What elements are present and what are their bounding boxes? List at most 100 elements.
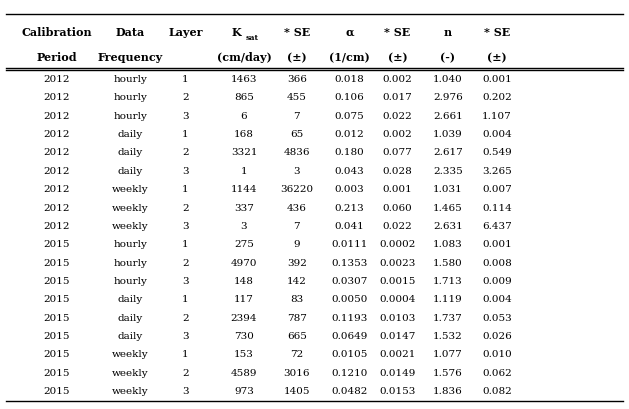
Text: 0.0111: 0.0111 <box>331 240 368 249</box>
Text: 1144: 1144 <box>231 185 257 194</box>
Text: 1.713: 1.713 <box>433 277 463 286</box>
Text: 3321: 3321 <box>231 148 257 157</box>
Text: 2.617: 2.617 <box>433 148 463 157</box>
Text: 1463: 1463 <box>231 75 257 84</box>
Text: 2012: 2012 <box>43 148 70 157</box>
Text: 1405: 1405 <box>284 387 310 396</box>
Text: 0.0105: 0.0105 <box>331 351 368 360</box>
Text: weekly: weekly <box>112 204 148 213</box>
Text: 3: 3 <box>182 112 189 121</box>
Text: * SE: * SE <box>284 27 310 38</box>
Text: n: n <box>444 27 452 38</box>
Text: 0.0649: 0.0649 <box>331 332 368 341</box>
Text: 0.001: 0.001 <box>482 240 512 249</box>
Text: 0.0004: 0.0004 <box>379 295 416 304</box>
Text: 3: 3 <box>182 277 189 286</box>
Text: 0.026: 0.026 <box>482 332 512 341</box>
Text: hourly: hourly <box>113 258 147 267</box>
Text: 2012: 2012 <box>43 75 70 84</box>
Text: 1.737: 1.737 <box>433 314 463 323</box>
Text: 2015: 2015 <box>43 332 70 341</box>
Text: 455: 455 <box>287 93 307 102</box>
Text: 2012: 2012 <box>43 130 70 139</box>
Text: 973: 973 <box>234 387 254 396</box>
Text: 4970: 4970 <box>231 258 257 267</box>
Text: weekly: weekly <box>112 369 148 378</box>
Text: 153: 153 <box>234 351 254 360</box>
Text: 2.335: 2.335 <box>433 167 463 176</box>
Text: 0.0153: 0.0153 <box>379 387 416 396</box>
Text: 0.1353: 0.1353 <box>331 258 368 267</box>
Text: 0.002: 0.002 <box>382 75 413 84</box>
Text: 2: 2 <box>182 204 189 213</box>
Text: 3: 3 <box>182 332 189 341</box>
Text: (±): (±) <box>487 52 507 63</box>
Text: weekly: weekly <box>112 185 148 194</box>
Text: hourly: hourly <box>113 240 147 249</box>
Text: 1.107: 1.107 <box>482 112 512 121</box>
Text: 1: 1 <box>182 240 189 249</box>
Text: 0.213: 0.213 <box>335 204 365 213</box>
Text: 2015: 2015 <box>43 240 70 249</box>
Text: 6.437: 6.437 <box>482 222 512 231</box>
Text: 0.1193: 0.1193 <box>331 314 368 323</box>
Text: 72: 72 <box>290 351 304 360</box>
Text: 1: 1 <box>182 75 189 84</box>
Text: 1.836: 1.836 <box>433 387 463 396</box>
Text: 1.031: 1.031 <box>433 185 463 194</box>
Text: 2015: 2015 <box>43 351 70 360</box>
Text: 7: 7 <box>294 222 300 231</box>
Text: 0.001: 0.001 <box>382 185 413 194</box>
Text: 337: 337 <box>234 204 254 213</box>
Text: 2: 2 <box>182 314 189 323</box>
Text: 0.060: 0.060 <box>382 204 413 213</box>
Text: 0.0149: 0.0149 <box>379 369 416 378</box>
Text: 0.0103: 0.0103 <box>379 314 416 323</box>
Text: 2012: 2012 <box>43 185 70 194</box>
Text: 865: 865 <box>234 93 254 102</box>
Text: 3016: 3016 <box>284 369 310 378</box>
Text: 1.532: 1.532 <box>433 332 463 341</box>
Text: weekly: weekly <box>112 387 148 396</box>
Text: 0.0050: 0.0050 <box>331 295 368 304</box>
Text: 2012: 2012 <box>43 204 70 213</box>
Text: 2015: 2015 <box>43 387 70 396</box>
Text: 0.0482: 0.0482 <box>331 387 368 396</box>
Text: 2: 2 <box>182 93 189 102</box>
Text: 730: 730 <box>234 332 254 341</box>
Text: 0.009: 0.009 <box>482 277 512 286</box>
Text: 1: 1 <box>182 185 189 194</box>
Text: 117: 117 <box>234 295 254 304</box>
Text: 0.017: 0.017 <box>382 93 413 102</box>
Text: daily: daily <box>118 148 143 157</box>
Text: 0.012: 0.012 <box>335 130 365 139</box>
Text: (±): (±) <box>287 52 307 63</box>
Text: 0.0015: 0.0015 <box>379 277 416 286</box>
Text: 0.018: 0.018 <box>335 75 365 84</box>
Text: 2012: 2012 <box>43 222 70 231</box>
Text: 392: 392 <box>287 258 307 267</box>
Text: 0.022: 0.022 <box>382 112 413 121</box>
Text: 142: 142 <box>287 277 307 286</box>
Text: 787: 787 <box>287 314 307 323</box>
Text: 2012: 2012 <box>43 112 70 121</box>
Text: daily: daily <box>118 314 143 323</box>
Text: 3: 3 <box>241 222 247 231</box>
Text: 0.010: 0.010 <box>482 351 512 360</box>
Text: 4836: 4836 <box>284 148 310 157</box>
Text: 1: 1 <box>182 295 189 304</box>
Text: 7: 7 <box>294 112 300 121</box>
Text: 2394: 2394 <box>231 314 257 323</box>
Text: 2.976: 2.976 <box>433 93 463 102</box>
Text: 0.043: 0.043 <box>335 167 365 176</box>
Text: (1/cm): (1/cm) <box>330 52 370 63</box>
Text: 0.549: 0.549 <box>482 148 512 157</box>
Text: 2015: 2015 <box>43 314 70 323</box>
Text: 2: 2 <box>182 369 189 378</box>
Text: hourly: hourly <box>113 277 147 286</box>
Text: 1.119: 1.119 <box>433 295 463 304</box>
Text: Frequency: Frequency <box>97 52 163 63</box>
Text: 0.053: 0.053 <box>482 314 512 323</box>
Text: 2: 2 <box>182 258 189 267</box>
Text: * SE: * SE <box>384 27 411 38</box>
